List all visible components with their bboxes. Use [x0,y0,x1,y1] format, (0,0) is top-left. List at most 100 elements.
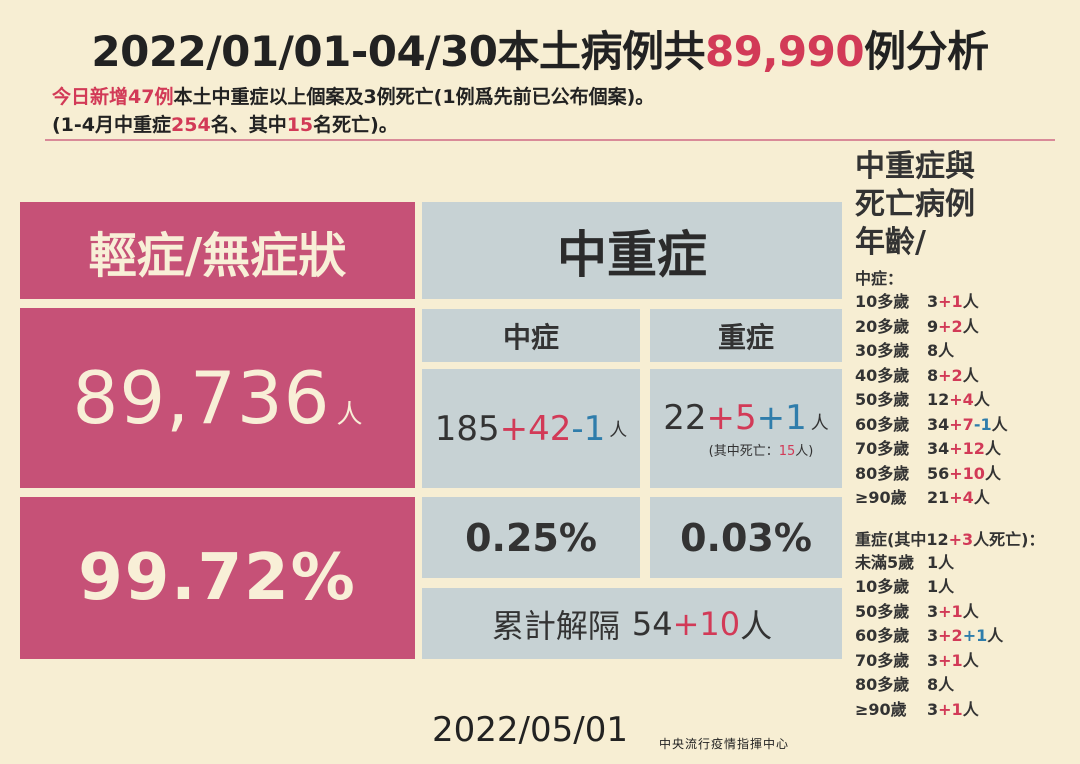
age-row-label: 80多歲 [855,675,910,694]
isolation-base: 54 [631,604,673,643]
subtitle-death-total: 15 [286,114,314,136]
age-row-extra: +1 [962,626,988,645]
age-heading-line-3: 年齡/ [855,225,926,260]
age-row-base: 1 [927,577,939,596]
age-row-base: 8 [927,365,939,385]
age-row-unit: 人 [987,626,1004,645]
age-row: 10多歲 1人 [855,575,1075,600]
isolation-add: +10 [672,604,741,643]
age-row: ≥90歲 21+4人 [855,486,1075,511]
critical-age-list: 未滿5歲 1人 10多歲 1人 50多歲 3+1人 60多歲 3+2+1人 70多歲 3+1人 80… [855,551,1075,723]
age-row-base: 3 [927,292,939,311]
age-row-label: 70多歲 [855,439,910,458]
title-suffix: 例分析 [864,27,989,76]
moderate-age-title: 中症： [855,269,904,288]
divider [45,139,1055,141]
title-total: 89,990 [705,27,865,76]
age-row: 10多歲 3+1人 [855,290,1075,315]
age-row-label: 10多歲 [855,577,910,596]
critical-count-box: 22+5+1 人 (其中死亡：15人) [650,369,842,488]
age-row-unit: 人 [973,390,990,409]
age-row-base: 3 [927,650,939,670]
subtitle-line-1: 今日新增47例本土中重症以上個案及3例死亡(1例爲先前已公布個案)。 [52,82,654,109]
critical-count: 22+5+1 人 [663,398,829,438]
age-row-unit: 人 [991,414,1008,434]
age-row-label: 40多歲 [855,365,910,385]
critical-label: 重症 [650,309,842,362]
age-row-base: 3 [927,601,939,621]
age-row: 未滿5歲 1人 [855,551,1075,576]
critical-percent: 0.03% [650,497,842,578]
age-row: ≥90歲 3+1人 [855,698,1075,723]
death-note: (其中死亡：15人) [709,440,814,459]
age-row-label: ≥90歲 [855,699,907,719]
isolation-box: 累計解隔 54 +10 人 [422,588,842,659]
subtitle-line-1-text: 本土中重症以上個案及3例死亡(1例爲先前已公布個案)。 [173,86,655,108]
age-row-label: 50多歲 [855,390,910,409]
critical-age-title-c: 人死亡)： [973,529,1045,549]
age-row: 40多歲 8+2人 [855,364,1075,389]
age-row-base: 3 [927,699,939,719]
subtitle-line-2-e: 名死亡)。 [313,114,398,136]
age-row-unit: 人 [962,292,979,311]
age-row-base: 56 [927,463,950,483]
age-row: 60多歲 3+2+1人 [855,624,1075,649]
age-row-label: 20多歲 [855,316,910,336]
severe-header: 中重症 [422,202,842,299]
death-note-a: (其中死亡： [708,444,779,459]
subtitle-line-2: (1-4月中重症254名、其中15名死亡)。 [52,110,398,137]
death-note-c: 人) [795,444,814,459]
age-row-label: 50多歲 [855,601,910,621]
age-row: 80多歲 8人 [855,673,1075,698]
age-row-add: +10 [949,463,985,483]
subtitle-line-2-c: 名、其中 [210,114,287,136]
age-row-base: 8 [927,675,939,694]
age-row-add: +2 [938,316,963,336]
age-row-label: 80多歲 [855,463,910,483]
age-row-add: +2 [938,365,963,385]
moderate-percent: 0.25% [422,497,640,578]
age-row: 80多歲 56+10人 [855,462,1075,487]
critical-add: +5 [706,398,757,438]
isolation-label: 累計解隔 [491,606,620,645]
moderate-sub: -1 [571,408,606,449]
age-row: 60多歲 34+7-1人 [855,413,1075,438]
age-row-unit: 人 [962,650,979,670]
critical-add-2: +1 [756,398,807,438]
age-row-add: +1 [938,292,963,311]
age-row-unit: 人 [973,488,990,507]
age-heading: 中重症與 死亡病例 年齡/ [855,148,1075,262]
age-row-add: +4 [949,488,974,507]
age-row-label: 60多歲 [855,626,910,645]
age-panel: 中重症與 死亡病例 年齡/ 中症： 10多歲 3+1人 20多歲 9+2人 30多歲 8人… [855,148,1075,722]
age-row-unit: 人 [984,439,1001,458]
subtitle-line-2-a: (1-4月中重症 [52,114,172,136]
mild-unit: 人 [336,399,363,430]
age-row-label: 10多歲 [855,292,910,311]
age-row: 70多歲 34+12人 [855,437,1075,462]
age-row: 50多歲 12+4人 [855,388,1075,413]
critical-base: 22 [663,398,707,438]
age-row-add: +12 [949,439,985,458]
organization: 中央流行疫情指揮中心 [659,737,790,751]
age-row-unit: 人 [962,316,979,336]
critical-unit: 人 [810,413,829,434]
moderate-unit: 人 [609,419,628,441]
moderate-label: 中症 [422,309,640,362]
mild-count: 89,736 [72,356,331,440]
age-row-add: +1 [938,699,963,719]
age-row-unit: 人 [938,577,955,596]
age-row-base: 1 [927,552,939,572]
age-row-unit: 人 [938,675,955,694]
critical-age-title: 重症(其中12+3人死亡)： [855,529,1075,551]
death-note-count: 15 [778,444,796,459]
critical-age-title-b: +3 [948,529,974,549]
age-row-label: 30多歲 [855,341,910,360]
age-row-add: +1 [938,650,963,670]
age-heading-line-2: 死亡病例 [855,187,975,222]
title-prefix: 2022/01/01-04/30本土病例共 [91,27,706,76]
age-row-unit: 人 [962,699,979,719]
age-heading-line-1: 中重症與 [855,149,975,184]
moderate-base: 185 [434,408,500,449]
subtitle-severe-total: 254 [171,114,211,136]
